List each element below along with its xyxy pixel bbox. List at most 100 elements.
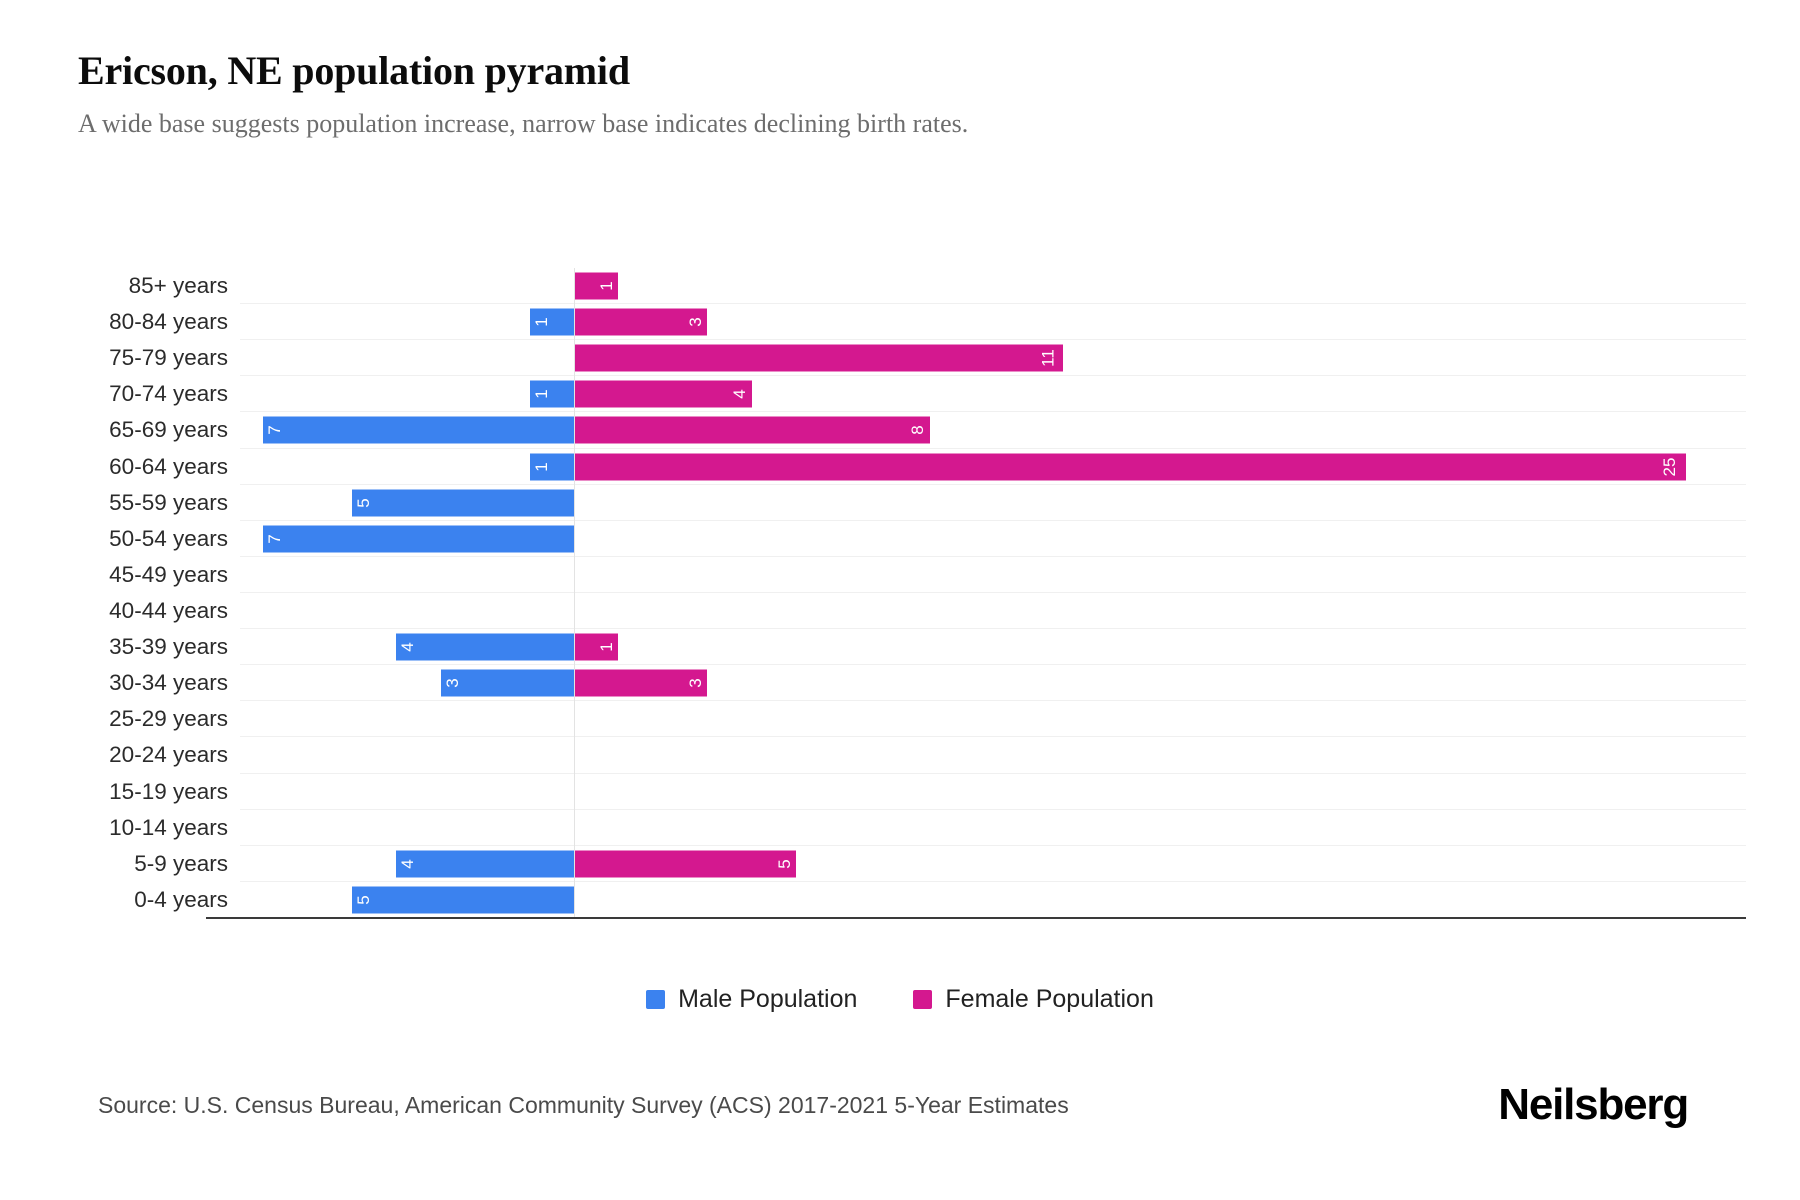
pyramid-row: 15-19 years <box>109 774 1746 810</box>
y-axis-tick-label: 40-44 years <box>109 598 228 624</box>
male-bar[interactable]: 3 <box>440 669 574 697</box>
female-bar-value: 25 <box>1660 457 1680 477</box>
y-axis-tick-label: 60-64 years <box>109 453 228 479</box>
legend-item-female[interactable]: Female Population <box>913 985 1154 1014</box>
male-bar[interactable]: 5 <box>351 886 574 914</box>
female-bar[interactable]: 3 <box>574 308 708 336</box>
pyramid-row: 50-54 years 7 <box>109 521 1746 557</box>
male-bar[interactable]: 1 <box>529 308 574 336</box>
female-bar[interactable]: 1 <box>574 633 619 661</box>
pyramid-row: 20-24 years <box>109 737 1746 774</box>
y-axis-tick-label: 55-59 years <box>109 489 228 515</box>
female-bar[interactable]: 4 <box>574 380 752 408</box>
gridline <box>240 772 1746 774</box>
male-bar-value: 3 <box>442 678 462 688</box>
pyramid-row: 10-14 years <box>109 810 1746 846</box>
female-bar[interactable]: 8 <box>574 416 930 444</box>
gridline <box>240 339 1746 341</box>
female-bar-value: 8 <box>908 425 928 436</box>
male-bar-value: 4 <box>398 859 418 869</box>
female-bar-value: 3 <box>686 317 706 327</box>
y-axis-tick-label: 0-4 years <box>134 886 228 912</box>
gridline <box>240 808 1746 810</box>
gridline <box>240 880 1746 882</box>
source-note: Source: U.S. Census Bureau, American Com… <box>98 1091 1069 1118</box>
chart-header: Ericson, NE population pyramid A wide ba… <box>78 48 1740 139</box>
pyramid-row: 45-49 years <box>109 557 1746 593</box>
male-bar[interactable]: 4 <box>396 633 574 661</box>
legend-item-male[interactable]: Male Population <box>646 985 857 1014</box>
female-bar-value: 4 <box>730 389 750 400</box>
gridline <box>240 700 1746 702</box>
male-bar[interactable]: 5 <box>351 489 574 517</box>
chart-legend: Male Population Female Population <box>0 985 1800 1014</box>
pyramid-row: 30-34 years 3 3 <box>109 665 1746 702</box>
pyramid-row: 25-29 years <box>109 701 1746 738</box>
legend-label-male: Male Population <box>678 985 858 1013</box>
bar-group: 11 <box>240 344 1746 372</box>
gridline <box>240 447 1746 449</box>
gridline <box>240 664 1746 666</box>
bar-group <box>240 778 1746 805</box>
bar-group: 7 <box>240 525 1746 553</box>
male-bar-value: 1 <box>531 389 551 400</box>
pyramid-row: 35-39 years 4 1 <box>109 629 1746 666</box>
gridline <box>240 303 1746 305</box>
bar-group <box>240 598 1746 625</box>
gridline <box>240 628 1746 630</box>
male-bar[interactable]: 4 <box>396 850 574 878</box>
male-bar[interactable]: 7 <box>262 416 574 444</box>
female-bar-value: 5 <box>775 859 795 869</box>
bar-group <box>240 706 1746 733</box>
pyramid-row: 70-74 years 1 4 <box>109 376 1746 413</box>
female-bar-value: 1 <box>597 281 617 291</box>
y-axis-tick-label: 45-49 years <box>109 561 228 587</box>
pyramid-row: 85+ years 1 <box>129 268 1746 305</box>
female-bar[interactable]: 3 <box>574 669 708 697</box>
male-bar-value: 1 <box>531 461 551 472</box>
plot-area: 85+ years 1 80-84 years 1 3 75-79 years 11 70-7… <box>109 268 1746 919</box>
y-axis-tick-label: 10-14 years <box>109 814 228 840</box>
male-bar[interactable]: 7 <box>262 525 574 553</box>
male-bar-value: 5 <box>353 497 373 508</box>
center-axis-line <box>574 268 575 918</box>
pyramid-row: 60-64 years 1 25 <box>109 449 1746 485</box>
female-bar-value: 11 <box>1037 349 1057 368</box>
female-bar-value: 1 <box>597 642 617 652</box>
gridline <box>240 411 1746 413</box>
bar-group: 5 <box>240 489 1746 517</box>
female-bar[interactable]: 1 <box>574 272 619 300</box>
male-bar[interactable]: 1 <box>529 380 574 408</box>
pyramid-row: 5-9 years 4 5 <box>134 846 1746 882</box>
y-axis-tick-label: 50-54 years <box>109 525 228 551</box>
female-bar[interactable]: 11 <box>574 344 1064 372</box>
male-swatch-icon <box>646 990 666 1009</box>
page-title: Ericson, NE population pyramid <box>78 48 630 93</box>
y-axis-tick-label: 35-39 years <box>109 634 228 660</box>
female-bar[interactable]: 5 <box>574 850 797 878</box>
male-bar-value: 7 <box>264 425 284 436</box>
legend-label-female: Female Population <box>945 985 1154 1013</box>
female-bar[interactable]: 25 <box>574 453 1686 481</box>
pyramid-row: 40-44 years <box>109 593 1746 630</box>
female-bar-value: 3 <box>686 678 706 688</box>
gridline <box>240 555 1746 557</box>
y-axis-tick-label: 70-74 years <box>109 381 228 407</box>
y-axis-tick-label: 15-19 years <box>109 778 228 804</box>
bar-group <box>240 814 1746 841</box>
pyramid-row: 65-69 years 7 8 <box>109 412 1746 449</box>
y-axis-tick-label: 25-29 years <box>109 706 228 732</box>
bar-rows: 85+ years 1 80-84 years 1 3 75-79 years 11 70-7… <box>109 268 1746 918</box>
bar-group: 1 <box>240 272 1746 300</box>
pyramid-row: 55-59 years 5 <box>109 485 1746 521</box>
gridline <box>240 736 1746 738</box>
male-bar[interactable]: 1 <box>529 453 574 481</box>
male-bar-value: 7 <box>264 534 284 544</box>
